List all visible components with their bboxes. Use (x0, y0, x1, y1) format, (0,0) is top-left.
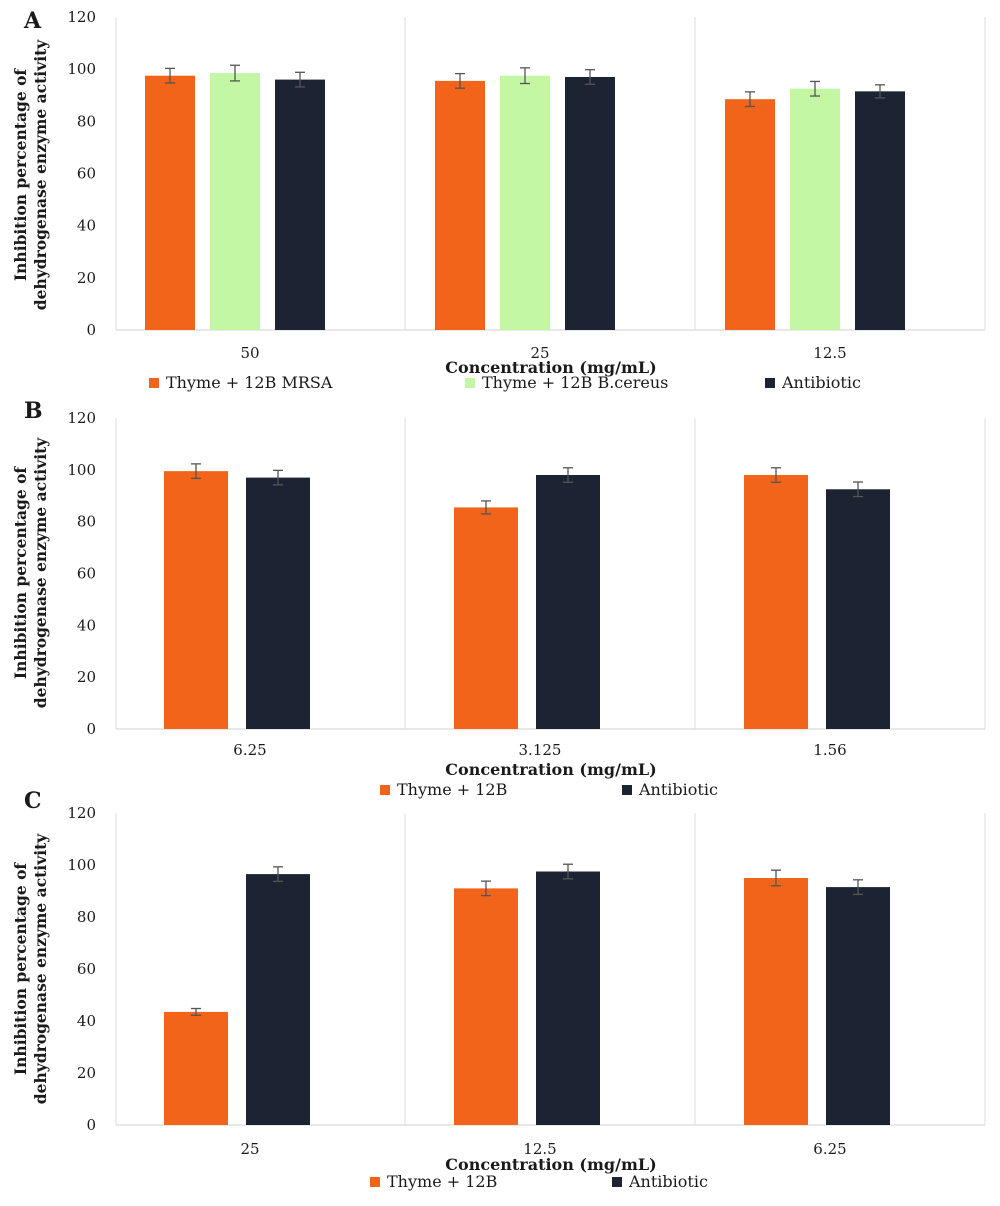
y-tick-label: 20 (77, 269, 96, 287)
y-tick-label: 120 (67, 409, 96, 427)
y-tick-label: 0 (86, 321, 96, 339)
chart-panel-a: A 0 20 40 60 80 100 120 Inhibition percentage of… (11, 8, 986, 392)
y-axis-label: Inhibition percentage of (11, 466, 30, 680)
y-tick-label: 100 (67, 856, 96, 874)
y-tick-label: 80 (77, 513, 96, 531)
y-axis-label: dehydrogenase enzyme activity (31, 39, 50, 310)
y-tick-label: 60 (77, 165, 96, 183)
bar-c-s1-c1 (536, 871, 600, 1125)
bar-a-s2-c2 (855, 91, 905, 331)
y-tick-label: 100 (67, 60, 96, 78)
y-tick-label: 120 (67, 804, 96, 822)
legend-swatch (765, 378, 775, 388)
x-axis-label: Concentration (mg/mL) (445, 1155, 656, 1174)
bar-b-s0-c0 (164, 471, 228, 729)
bar-c-s0-c1 (454, 888, 518, 1125)
y-axis-label: Inhibition percentage of (11, 68, 30, 282)
bar-a-s1-c2 (790, 88, 840, 331)
y-axis-label: dehydrogenase enzyme activity (31, 833, 50, 1104)
x-axis-label: Concentration (mg/mL) (445, 358, 656, 377)
y-tick-label: 40 (77, 1012, 96, 1030)
y-tick-label: 0 (86, 720, 96, 738)
legend-label: Antibiotic (628, 1172, 708, 1191)
x-tick-label: 25 (530, 344, 549, 362)
bar-a-s1-c1 (500, 75, 550, 330)
y-tick-label: 20 (77, 1064, 96, 1082)
y-tick-label: 0 (86, 1116, 96, 1134)
x-tick-label: 3.125 (519, 741, 562, 759)
chart-panel-c: C 0 20 40 60 80 100 120 Inhibition percentage of… (11, 788, 986, 1191)
y-tick-label: 100 (67, 461, 96, 479)
bar-a-s1-c0 (210, 73, 260, 331)
y-tick-label: 80 (77, 908, 96, 926)
legend-swatch (622, 785, 632, 795)
bar-b-s1-c0 (246, 477, 310, 729)
legend-label: Antibiotic (781, 373, 861, 392)
bar-a-s0-c2 (725, 99, 775, 330)
bar-b-s0-c2 (744, 475, 808, 729)
chart-panel-b: B 0 20 40 60 80 100 120 Inhibition percentage of… (11, 398, 986, 799)
x-tick-label: 6.25 (813, 1140, 846, 1158)
y-tick-label: 60 (77, 565, 96, 583)
legend-label: Thyme + 12B (387, 1172, 497, 1191)
y-tick-label: 60 (77, 960, 96, 978)
y-tick-label: 20 (77, 668, 96, 686)
legend-swatch (370, 1177, 380, 1187)
legend-swatch (465, 378, 475, 388)
y-tick-label: 80 (77, 112, 96, 130)
x-tick-label: 12.5 (523, 1140, 556, 1158)
legend-swatch (380, 785, 390, 795)
legend-label: Thyme + 12B MRSA (166, 373, 333, 392)
legend-swatch (612, 1177, 622, 1187)
y-tick-label: 120 (67, 8, 96, 26)
x-tick-label: 6.25 (233, 741, 266, 759)
y-tick-label: 40 (77, 217, 96, 235)
bar-c-s1-c0 (246, 874, 310, 1125)
panel-letter: B (24, 398, 43, 424)
bar-a-s0-c1 (435, 80, 485, 330)
bar-c-s0-c0 (164, 1011, 228, 1125)
legend-swatch (149, 378, 159, 388)
legend-label: Thyme + 12B (397, 780, 507, 799)
legend-label: Thyme + 12B B.cereus (482, 373, 668, 392)
x-axis-label: Concentration (mg/mL) (445, 760, 656, 779)
bar-c-s0-c2 (744, 878, 808, 1125)
bar-a-s0-c0 (145, 75, 195, 330)
y-axis-label: Inhibition percentage of (11, 862, 30, 1076)
bar-b-s1-c2 (826, 489, 890, 729)
x-tick-label: 1.56 (813, 741, 846, 759)
x-tick-label: 12.5 (813, 344, 846, 362)
panel-letter: C (24, 788, 42, 814)
bar-b-s1-c1 (536, 475, 600, 729)
y-tick-label: 40 (77, 616, 96, 634)
bar-b-s0-c1 (454, 507, 518, 729)
y-axis-label: dehydrogenase enzyme activity (31, 437, 50, 708)
x-tick-label: 25 (240, 1140, 259, 1158)
bar-c-s1-c2 (826, 887, 890, 1125)
legend-label: Antibiotic (638, 780, 718, 799)
bar-a-s2-c0 (275, 79, 325, 330)
panel-letter: A (23, 8, 42, 34)
x-tick-label: 50 (240, 344, 259, 362)
bar-a-s2-c1 (565, 76, 615, 330)
